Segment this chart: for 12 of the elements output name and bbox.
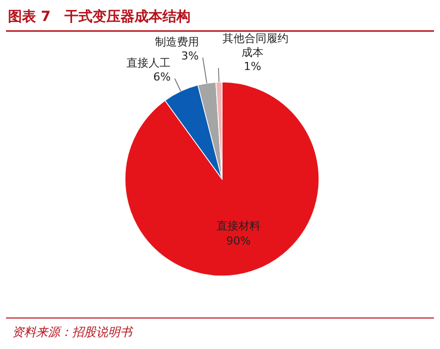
pie-slice [164, 84, 222, 180]
slice-label: 直接人工 [126, 56, 171, 70]
slice-label: 制造费用 [154, 36, 199, 49]
data-label: 6% [153, 70, 171, 84]
chart-title: 图表 7 干式变压器成本结构 [8, 8, 191, 25]
slice-label: 其他合同履约成本 [222, 32, 289, 60]
text: 资料来源：招股说明书 [12, 325, 134, 339]
slice-label: 直接材料 [216, 220, 260, 233]
data-label: 90% [226, 234, 251, 248]
data-label: 3% [181, 50, 199, 63]
data-label: 1% [244, 60, 262, 74]
pie-slice [124, 82, 320, 276]
